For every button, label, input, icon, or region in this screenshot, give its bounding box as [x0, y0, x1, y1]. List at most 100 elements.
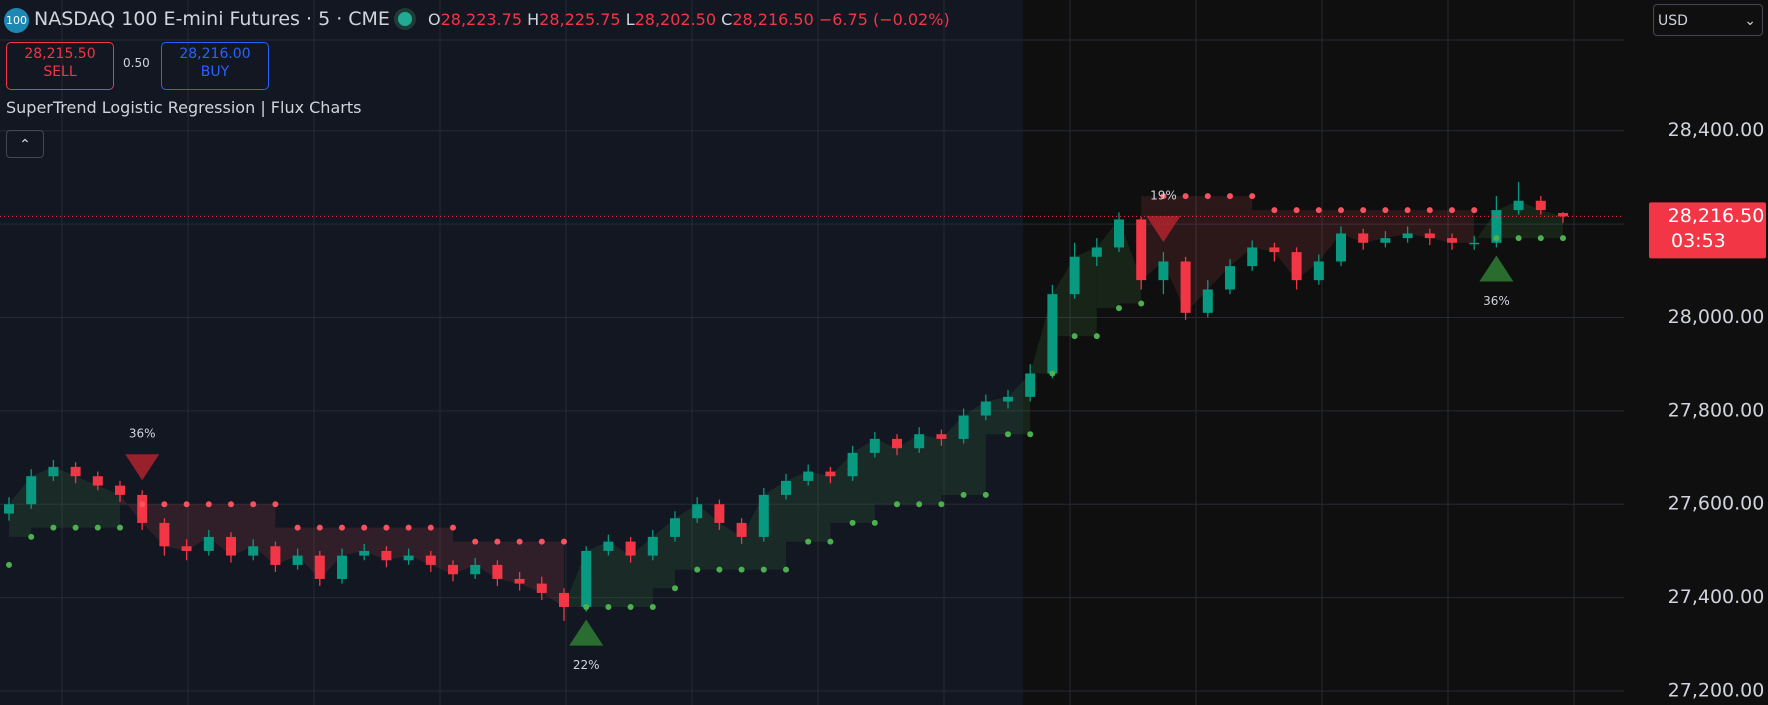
h-value: 28,225.75: [539, 10, 621, 29]
trend-fill: [1496, 200, 1519, 239]
symbol-title[interactable]: NASDAQ 100 E-mini Futures · 5 · CME: [34, 8, 390, 30]
supertrend-dot: [1071, 333, 1078, 340]
candle-body: [847, 452, 858, 477]
y-tick-label: 28,400.00: [1668, 119, 1765, 141]
supertrend-dot: [1449, 207, 1455, 214]
candle-body: [1358, 233, 1369, 243]
o-key: O: [428, 10, 441, 29]
sell-signal: [1146, 216, 1181, 243]
supertrend-dot: [960, 491, 967, 498]
trend-fill: [1296, 210, 1319, 281]
supertrend-dot: [1404, 207, 1411, 214]
supertrend-dot: [250, 501, 257, 508]
buy-button[interactable]: 28,216.00 BUY: [161, 42, 269, 90]
supertrend-dot: [494, 538, 501, 545]
y-tick-label: 27,800.00: [1668, 399, 1765, 421]
candle-body: [1269, 247, 1280, 253]
y-tick-label: 27,200.00: [1668, 679, 1765, 701]
signal-label: 36%: [1483, 294, 1510, 308]
supertrend-dot: [1515, 235, 1522, 242]
trend-fill: [830, 452, 853, 523]
supertrend-dot: [938, 501, 945, 508]
collapse-button[interactable]: ⌃: [6, 130, 44, 158]
supertrend-dot: [760, 566, 767, 573]
candle-body: [448, 564, 458, 575]
l-value: 28,202.50: [634, 10, 717, 29]
signal-label: 19%: [1150, 189, 1177, 203]
supertrend-dot: [427, 524, 434, 531]
trend-fill: [919, 434, 942, 505]
trend-fill: [1518, 200, 1541, 239]
trend-fill: [897, 434, 920, 505]
trend-fill: [1096, 219, 1119, 309]
session-bg: [0, 0, 1023, 705]
candle-body: [625, 541, 636, 556]
indicator-title[interactable]: SuperTrend Logistic Regression | Flux Ch…: [6, 98, 362, 117]
candle-body: [736, 522, 747, 537]
trend-fill: [1185, 196, 1208, 313]
trend-fill: [519, 541, 542, 593]
supertrend-dot: [1338, 207, 1344, 214]
supertrend-dot: [1138, 300, 1145, 307]
trend-fill: [1341, 210, 1364, 243]
supertrend-dot: [783, 566, 789, 573]
supertrend-dot: [472, 538, 479, 545]
supertrend-dot: [738, 566, 745, 573]
candle-body: [536, 583, 547, 593]
spread: 0.50: [123, 56, 150, 70]
candle-body: [248, 546, 259, 556]
candle-body: [1291, 252, 1302, 281]
candle-body: [1336, 233, 1346, 262]
trend-fill: [852, 438, 875, 523]
supertrend-dot: [1027, 431, 1034, 438]
sell-button[interactable]: 28,215.50 SELL: [6, 42, 114, 90]
trend-fill: [297, 527, 320, 579]
candle-body: [203, 536, 214, 551]
buy-signal: [569, 619, 604, 646]
supertrend-dot: [827, 538, 834, 545]
supertrend-dot: [161, 501, 168, 508]
sell-label: SELL: [43, 64, 77, 80]
trend-fill: [386, 527, 409, 561]
supertrend-dot: [228, 501, 234, 508]
trend-fill: [675, 504, 698, 570]
supertrend-dot: [894, 501, 900, 508]
candle-body: [581, 550, 592, 607]
trend-fill: [697, 504, 720, 570]
candle-body: [4, 504, 14, 514]
sell-signal: [125, 454, 160, 481]
supertrend-dot: [139, 501, 146, 508]
trend-fill: [364, 527, 387, 561]
supertrend-dot: [694, 566, 701, 573]
supertrend-dot: [1493, 235, 1500, 242]
candle-body: [825, 471, 836, 477]
currency-select[interactable]: USD ⌄: [1653, 4, 1763, 36]
supertrend-dot: [205, 501, 212, 508]
supertrend-dot: [1093, 333, 1100, 340]
trend-fill: [1252, 210, 1275, 253]
candle-body: [781, 480, 791, 495]
trend-fill: [1474, 210, 1497, 243]
supertrend-dot: [1204, 193, 1211, 200]
trend-fill: [1540, 210, 1563, 239]
market-status[interactable]: [398, 12, 412, 26]
supertrend-dot: [405, 524, 412, 531]
candle-body: [1513, 200, 1524, 211]
candle-body: [292, 555, 303, 565]
trend-fill: [97, 485, 120, 528]
supertrend-dot: [294, 524, 301, 531]
trend-fill: [497, 541, 520, 584]
trend-fill: [1318, 210, 1341, 262]
candle-body: [892, 438, 902, 449]
trend-fill: [1030, 294, 1053, 374]
candle-body: [70, 466, 81, 477]
trend-fill: [253, 504, 276, 565]
supertrend-dot: [183, 501, 190, 508]
candle-body: [403, 555, 414, 561]
trend-fill: [408, 527, 431, 565]
buy-label: BUY: [200, 64, 230, 80]
candle-body: [758, 494, 769, 537]
trend-fill: [1407, 210, 1430, 239]
